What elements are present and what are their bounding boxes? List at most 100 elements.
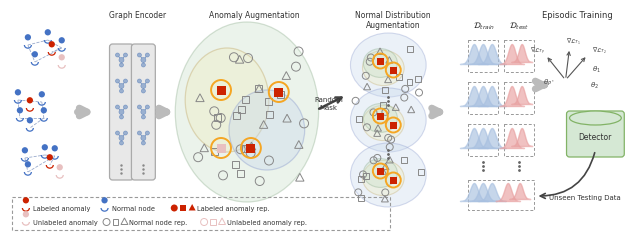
Circle shape [101, 197, 108, 203]
Ellipse shape [362, 160, 404, 195]
Text: Unseen Testing Data: Unseen Testing Data [548, 195, 620, 201]
Bar [211, 148, 218, 155]
Text: $\theta_1$: $\theta_1$ [593, 65, 602, 75]
Bar [377, 113, 384, 120]
Text: Normal node: Normal node [111, 206, 154, 212]
Bar [377, 58, 384, 65]
Circle shape [120, 89, 124, 93]
Bar [238, 106, 245, 113]
Bar [504, 82, 534, 114]
Text: Random
Mask: Random Mask [314, 97, 343, 111]
Circle shape [145, 53, 149, 57]
Ellipse shape [351, 88, 426, 152]
Bar [468, 82, 498, 114]
Text: Unlabeled anomaly: Unlabeled anomaly [33, 220, 98, 226]
Text: $\nabla\mathcal{L}_{T_P}$: $\nabla\mathcal{L}_{T_P}$ [530, 45, 545, 55]
Circle shape [145, 105, 149, 109]
Text: Episodic Training: Episodic Training [542, 11, 613, 20]
FancyBboxPatch shape [131, 44, 156, 180]
Circle shape [138, 105, 141, 109]
Ellipse shape [185, 48, 269, 152]
Bar [275, 88, 284, 96]
Circle shape [124, 79, 127, 83]
Text: Graph Encoder: Graph Encoder [109, 11, 166, 20]
Circle shape [115, 131, 120, 135]
Bar [407, 46, 413, 52]
Circle shape [145, 79, 149, 83]
Bar [415, 76, 421, 82]
Text: $\mathcal{D}_{test}$: $\mathcal{D}_{test}$ [509, 20, 529, 31]
Ellipse shape [364, 104, 397, 132]
Circle shape [138, 79, 141, 83]
Circle shape [25, 34, 31, 41]
Bar [12, 197, 390, 230]
Circle shape [115, 79, 120, 83]
Bar [390, 66, 397, 73]
Bar [356, 116, 362, 123]
Circle shape [27, 117, 33, 123]
Ellipse shape [364, 159, 397, 187]
Circle shape [119, 110, 124, 114]
Circle shape [141, 141, 145, 145]
Circle shape [115, 53, 120, 57]
Circle shape [120, 141, 124, 145]
FancyBboxPatch shape [566, 111, 624, 157]
Circle shape [52, 145, 58, 151]
Bar [358, 195, 364, 201]
Circle shape [27, 97, 33, 103]
Text: $\theta_2$: $\theta_2$ [591, 81, 599, 91]
Ellipse shape [362, 105, 404, 140]
Bar [264, 98, 271, 105]
Bar [216, 86, 225, 95]
Circle shape [119, 58, 124, 62]
Circle shape [49, 41, 55, 48]
Circle shape [119, 83, 124, 89]
Bar [358, 176, 364, 182]
Circle shape [138, 53, 141, 57]
Circle shape [171, 205, 178, 212]
Bar [237, 170, 244, 177]
Bar [364, 173, 369, 179]
Circle shape [59, 37, 65, 43]
Text: $\theta_{P^*}$: $\theta_{P^*}$ [543, 78, 554, 88]
Bar [401, 157, 407, 163]
Ellipse shape [364, 49, 397, 77]
Circle shape [145, 131, 149, 135]
Ellipse shape [362, 50, 404, 86]
Bar [255, 86, 262, 93]
Bar [380, 102, 387, 108]
FancyBboxPatch shape [109, 44, 133, 180]
Bar [382, 87, 388, 93]
Bar [406, 79, 413, 85]
Circle shape [17, 107, 23, 113]
Bar [243, 145, 250, 152]
Ellipse shape [570, 111, 621, 125]
Circle shape [141, 110, 146, 114]
Circle shape [120, 115, 124, 119]
Circle shape [138, 131, 141, 135]
Circle shape [141, 83, 146, 89]
Bar [504, 40, 534, 72]
Bar [216, 144, 225, 153]
Ellipse shape [175, 22, 319, 202]
Text: Augmentation: Augmentation [366, 21, 420, 30]
Bar [377, 168, 384, 175]
Circle shape [141, 63, 145, 67]
Circle shape [38, 91, 45, 97]
Circle shape [120, 63, 124, 67]
Circle shape [119, 136, 124, 140]
Bar [277, 91, 284, 98]
Bar [468, 180, 534, 210]
Circle shape [23, 197, 29, 203]
Circle shape [56, 164, 63, 171]
Circle shape [42, 144, 48, 151]
Bar [418, 168, 424, 175]
Circle shape [45, 29, 51, 35]
Circle shape [47, 154, 53, 161]
Circle shape [22, 147, 28, 154]
Circle shape [124, 105, 127, 109]
Circle shape [141, 58, 146, 62]
Circle shape [124, 131, 127, 135]
Circle shape [59, 54, 65, 60]
Bar [211, 219, 216, 225]
